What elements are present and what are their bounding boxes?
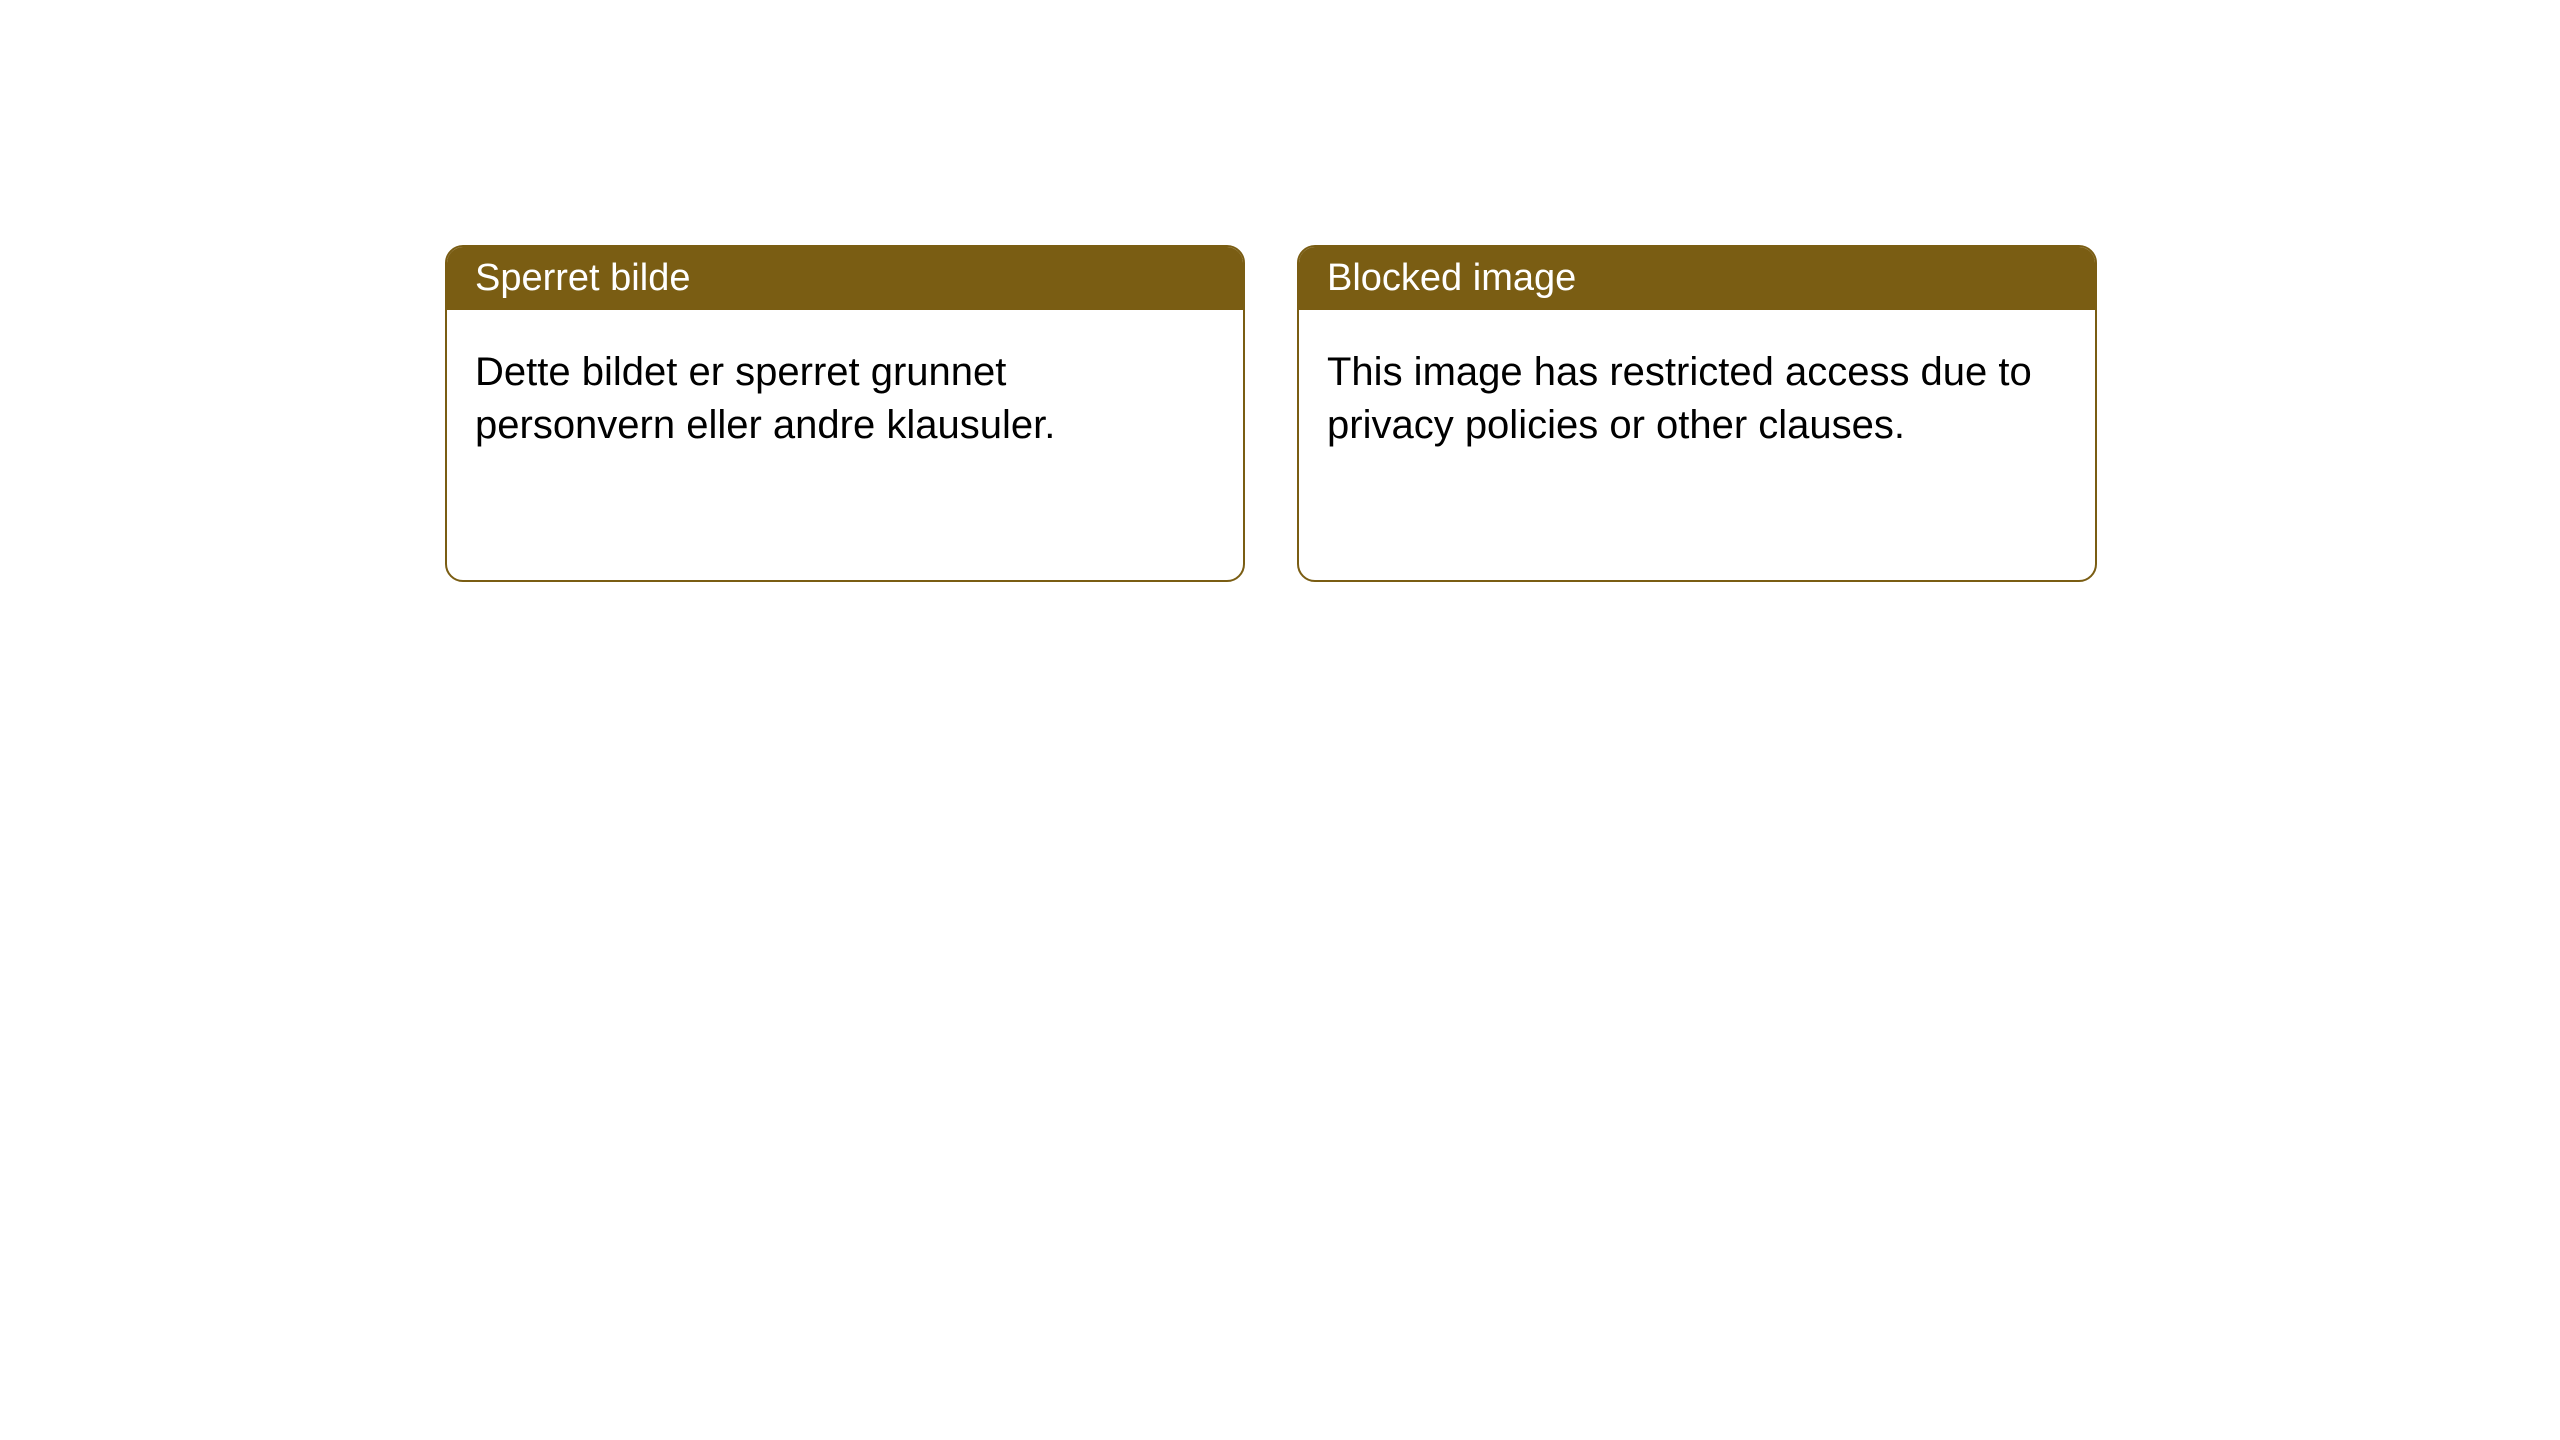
blocked-image-card-en: Blocked image This image has restricted … — [1297, 245, 2097, 582]
card-body-en: This image has restricted access due to … — [1299, 310, 2095, 580]
card-body-no: Dette bildet er sperret grunnet personve… — [447, 310, 1243, 580]
blocked-image-card-no: Sperret bilde Dette bildet er sperret gr… — [445, 245, 1245, 582]
card-header-no: Sperret bilde — [447, 247, 1243, 310]
card-header-en: Blocked image — [1299, 247, 2095, 310]
blocked-image-notice-container: Sperret bilde Dette bildet er sperret gr… — [445, 245, 2097, 582]
